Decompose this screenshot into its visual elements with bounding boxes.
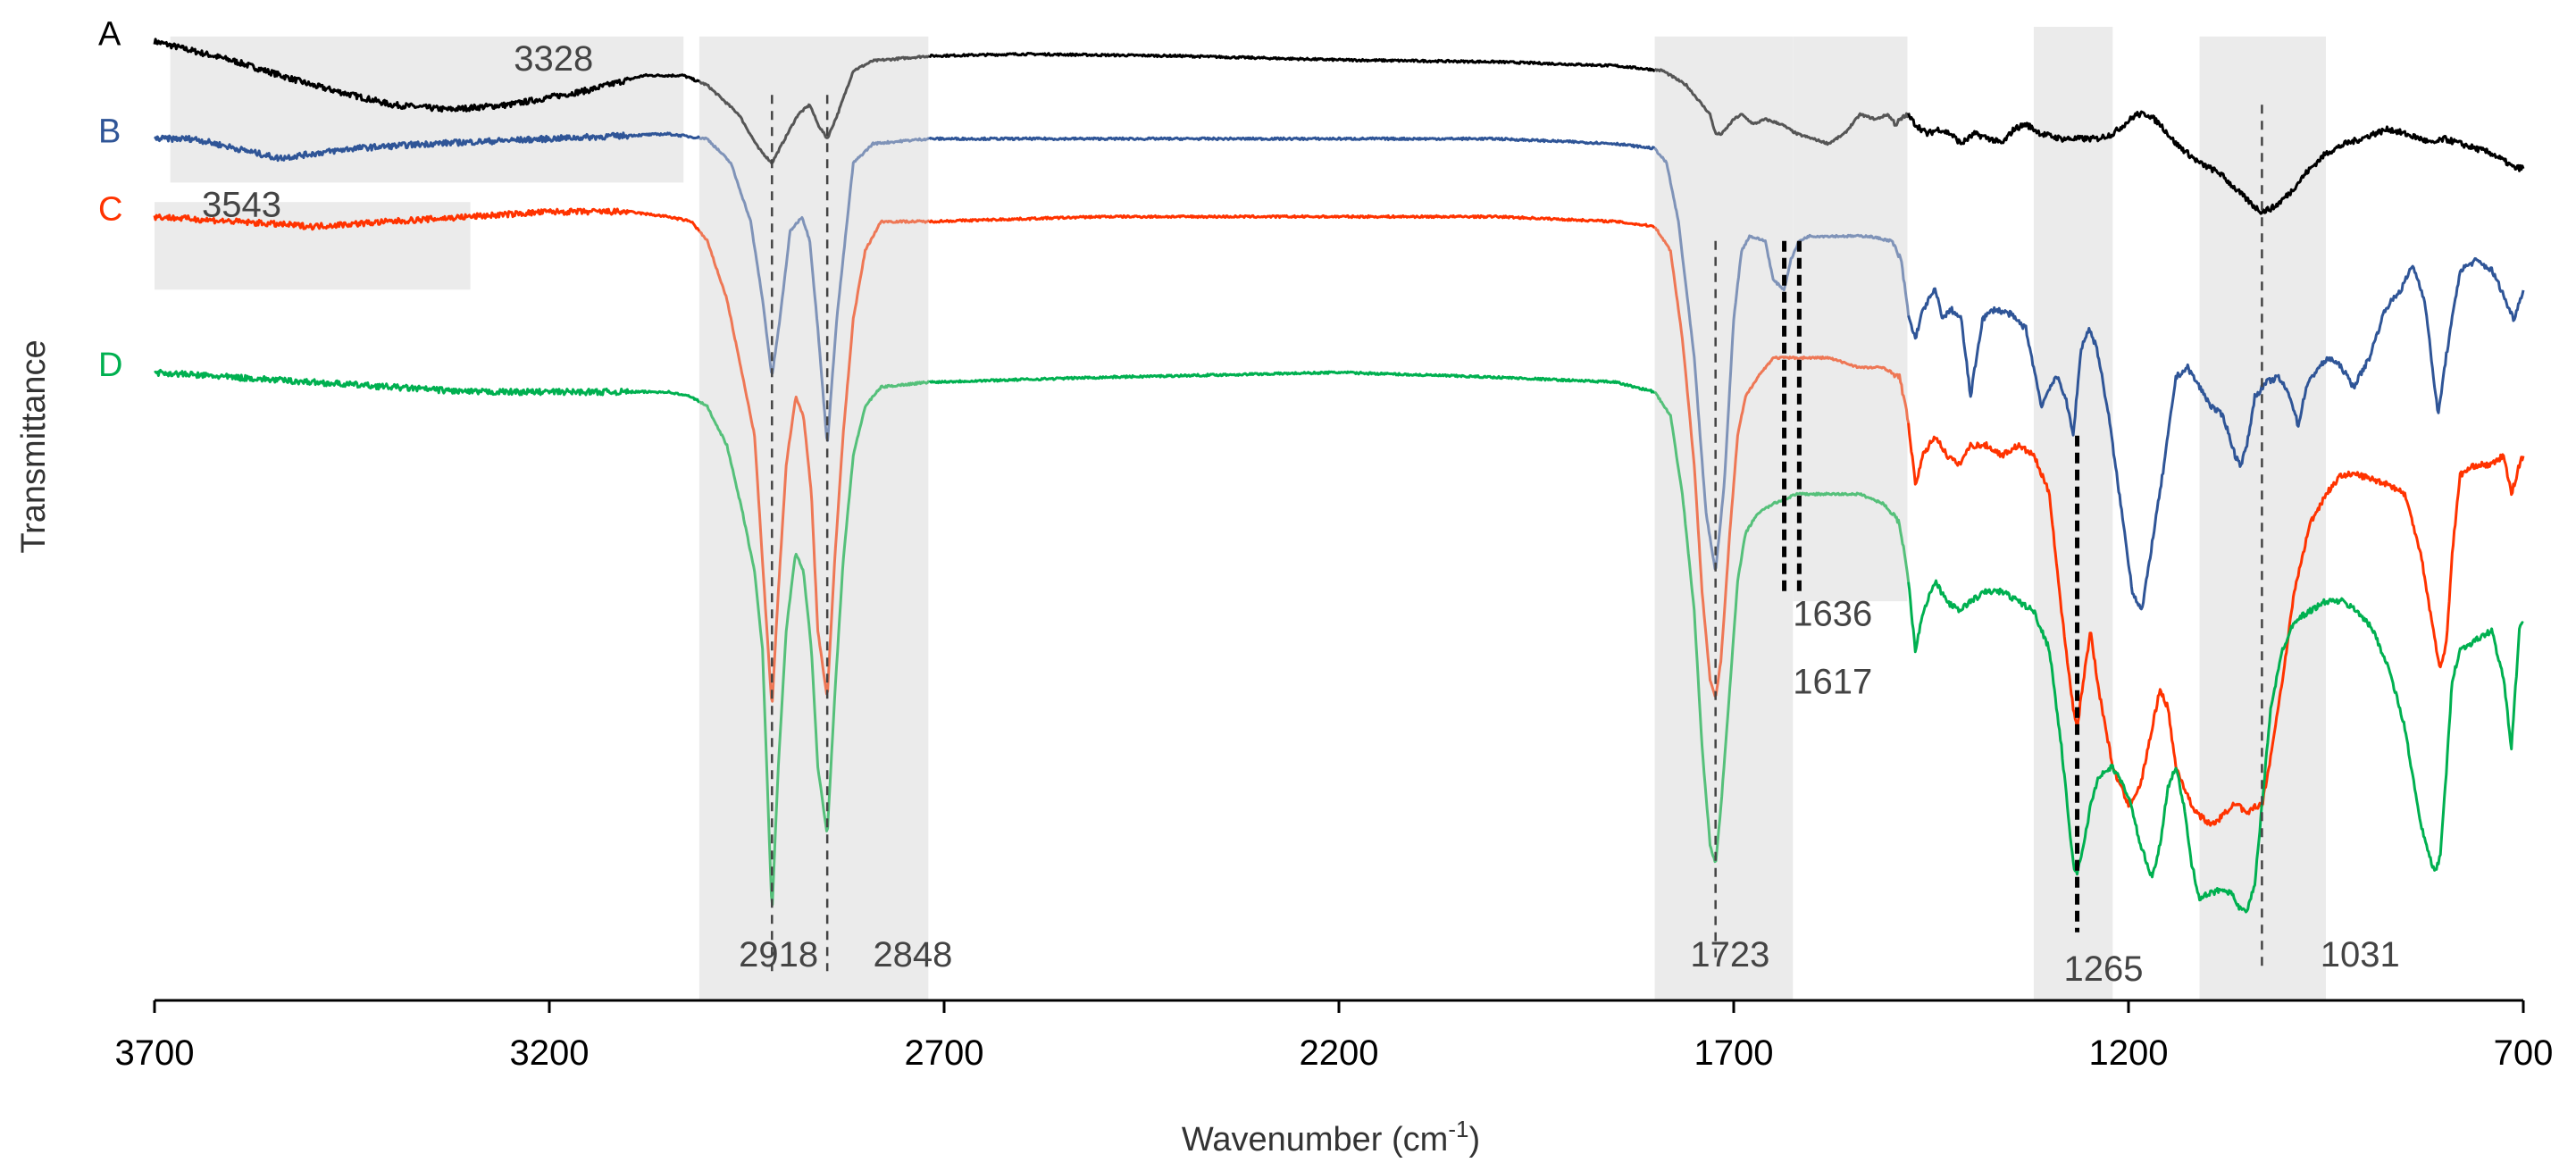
series-B-line [153,131,701,163]
series-D-line [698,380,931,907]
series-label-B: B [98,113,121,150]
peak-label: 2918 [739,935,818,974]
series-D-line [928,370,1655,394]
series-B-line [1653,146,1911,571]
series-C-line [928,213,1655,229]
peak-label: 1636 [1793,594,1872,633]
series-A-line [1654,67,1911,146]
x-tick-label: 1200 [2089,1033,2169,1073]
series-A-line [153,38,700,113]
x-tick-label: 2200 [1300,1033,1379,1073]
peak-label: 3328 [514,39,593,79]
series-A-line [1907,110,2525,215]
peak-label: 3543 [202,186,281,225]
series-A-line [698,54,931,164]
series-B [153,131,2525,611]
series-B-line [1907,256,2525,611]
highlight-band [1654,36,1794,1000]
series-D-line [1907,579,2524,914]
highlight-band [2033,27,2113,1000]
series-C-line [698,219,930,703]
peak-label: 1265 [2064,949,2144,989]
series-B-line [928,136,1656,151]
series-D [154,369,2524,914]
series-labels: A B C D [98,15,122,384]
series-C-line [153,207,701,232]
peak-label: 1617 [1793,663,1872,702]
series-C [153,207,2525,827]
series-D-line [154,369,700,404]
x-axis-title-close: ) [1468,1121,1480,1158]
peak-label: 1723 [1690,935,1769,974]
series-label-A: A [98,15,121,53]
x-axis-title-text: Wavenumber (cm [1182,1121,1448,1158]
series-label-C: C [98,191,122,229]
highlight-band [170,36,684,183]
series-D-line [1653,390,1911,864]
series-label-D: D [98,347,122,384]
x-axis-title-superscript: -1 [1448,1116,1468,1142]
series-B-line [698,136,931,442]
series-C-line [1907,422,2525,827]
x-tick-label: 700 [2494,1033,2554,1073]
x-tick-label: 1700 [1694,1033,1774,1073]
x-axis: 3700 3200 2700 2200 1700 1200 700 [115,999,2554,1073]
spectra [153,38,2525,914]
series-A-line [928,52,1656,72]
highlight-band [1793,36,1908,602]
peak-label: 1031 [2321,935,2400,974]
highlight-bands [155,27,2326,1000]
peak-label: 2848 [873,935,952,974]
x-tick-label: 2700 [905,1033,984,1073]
x-tick-label: 3200 [510,1033,590,1073]
highlight-band [2199,36,2326,1000]
series-A [153,38,2525,215]
x-axis-title: Wavenumber (cm-1) [1182,1116,1480,1158]
x-tick-label: 3700 [115,1033,195,1073]
peak-reference-lines [771,95,2263,972]
y-axis-title: Transmittance [15,339,53,553]
series-C-line [1653,226,1911,698]
peak-labels: 3328 3543 2918 2848 1723 1636 1617 1265 1031 [202,39,2400,989]
